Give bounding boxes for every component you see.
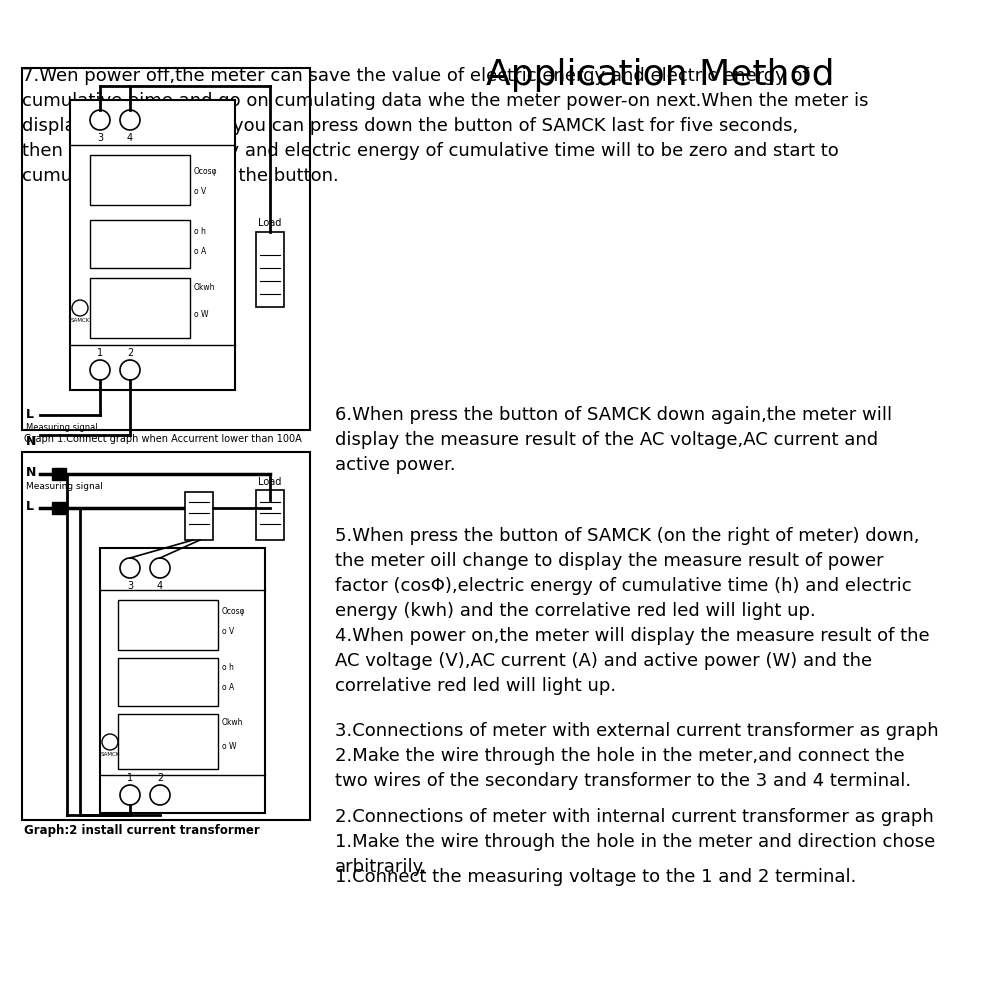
Text: 3: 3 bbox=[97, 133, 103, 143]
Text: 1: 1 bbox=[127, 773, 133, 783]
Bar bbox=[118, 600, 218, 650]
Bar bbox=[90, 278, 190, 338]
Text: 7.Wen power off,the meter can save the value of electric energy and electric ene: 7.Wen power off,the meter can save the v… bbox=[22, 67, 868, 185]
Bar bbox=[22, 452, 310, 820]
Text: Application Method: Application Method bbox=[486, 58, 834, 92]
Text: L: L bbox=[26, 500, 34, 513]
Text: 3.Connections of meter with external current transformer as graph
2.Make the wir: 3.Connections of meter with external cur… bbox=[335, 722, 939, 790]
Text: o V: o V bbox=[222, 627, 234, 636]
Text: o W: o W bbox=[222, 742, 237, 751]
Text: Measuring signal: Measuring signal bbox=[26, 423, 98, 432]
Text: Graph 1.Connect graph when Accurrent lower than 100A: Graph 1.Connect graph when Accurrent low… bbox=[24, 434, 302, 444]
Bar bbox=[90, 220, 190, 268]
Text: Load: Load bbox=[258, 477, 282, 487]
Text: o W: o W bbox=[194, 310, 208, 319]
Text: 4: 4 bbox=[157, 581, 163, 591]
Bar bbox=[185, 492, 213, 540]
Text: 2.Connections of meter with internal current transformer as graph
1.Make the wir: 2.Connections of meter with internal cur… bbox=[335, 808, 935, 876]
Text: 6.When press the button of SAMCK down again,the meter will
display the measure r: 6.When press the button of SAMCK down ag… bbox=[335, 406, 892, 474]
Text: Ocosφ: Ocosφ bbox=[194, 167, 218, 176]
Text: SAMCK: SAMCK bbox=[100, 752, 120, 757]
Bar bbox=[52, 502, 66, 514]
Text: N: N bbox=[26, 435, 36, 448]
Bar bbox=[52, 468, 66, 480]
Text: o V: o V bbox=[194, 187, 206, 196]
Bar bbox=[256, 232, 284, 307]
Bar bbox=[22, 68, 310, 430]
Bar bbox=[118, 658, 218, 706]
Text: 4: 4 bbox=[127, 133, 133, 143]
Bar bbox=[90, 155, 190, 205]
Text: Graph:2 install current transformer: Graph:2 install current transformer bbox=[24, 824, 260, 837]
Text: 1: 1 bbox=[97, 348, 103, 358]
Text: o h: o h bbox=[222, 663, 234, 672]
Bar bbox=[70, 100, 235, 390]
Text: o A: o A bbox=[194, 247, 206, 256]
Text: 3: 3 bbox=[127, 581, 133, 591]
Bar bbox=[118, 714, 218, 769]
Text: L: L bbox=[26, 408, 34, 421]
Bar bbox=[256, 490, 284, 540]
Text: N: N bbox=[26, 466, 36, 479]
Text: Measuring signal: Measuring signal bbox=[26, 482, 103, 491]
Text: 2: 2 bbox=[127, 348, 133, 358]
Text: 1.Connect the measuring voltage to the 1 and 2 terminal.: 1.Connect the measuring voltage to the 1… bbox=[335, 868, 856, 886]
Text: Ocosφ: Ocosφ bbox=[222, 607, 246, 616]
Bar bbox=[100, 548, 265, 813]
Text: Okwh: Okwh bbox=[194, 283, 216, 292]
Text: 4.When power on,the meter will display the measure result of the
AC voltage (V),: 4.When power on,the meter will display t… bbox=[335, 627, 930, 695]
Text: o A: o A bbox=[222, 683, 234, 692]
Text: Okwh: Okwh bbox=[222, 718, 244, 727]
Text: o h: o h bbox=[194, 227, 206, 236]
Text: 5.When press the button of SAMCK (on the right of meter) down,
the meter oill ch: 5.When press the button of SAMCK (on the… bbox=[335, 527, 920, 620]
Text: Load: Load bbox=[258, 218, 282, 228]
Text: SAMCK: SAMCK bbox=[70, 318, 90, 323]
Text: 2: 2 bbox=[157, 773, 163, 783]
